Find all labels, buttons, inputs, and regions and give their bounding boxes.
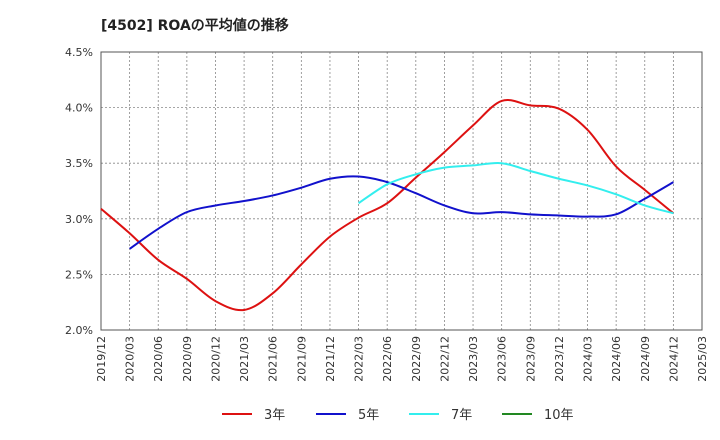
x-tick-label: 2023/12: [553, 336, 566, 382]
x-axis-tick-labels: 2019/12 2020/03 2020/06 2020/09 2020/12 2021/…: [95, 336, 709, 382]
x-tick-label: 2022/06: [381, 336, 394, 382]
series-line-5年: [129, 175, 674, 250]
chart-title: [4502] ROAの平均値の推移: [101, 17, 289, 34]
x-tick-label: 2022/12: [438, 336, 451, 382]
x-tick-label: 2021/09: [295, 336, 308, 382]
y-tick-label: 2.5%: [65, 268, 93, 281]
x-tick-label: 2020/12: [209, 336, 222, 382]
x-tick-label: 2023/03: [467, 336, 480, 382]
y-tick-label: 4.5%: [65, 46, 93, 59]
y-tick-label: 4.0%: [65, 102, 93, 115]
y-axis-tick-labels: 2.0% 2.5% 3.0% 3.5% 4.0% 4.5%: [65, 46, 93, 337]
y-tick-label: 3.5%: [65, 157, 93, 170]
x-tick-label: 2020/06: [152, 336, 165, 382]
legend: 3年 5年 7年 10年: [222, 408, 574, 423]
x-tick-label: 2021/06: [267, 336, 280, 382]
x-tick-label: 2019/12: [95, 336, 108, 382]
x-tick-label: 2024/06: [610, 336, 623, 382]
x-tick-label: 2024/09: [639, 336, 652, 382]
x-tick-label: 2021/03: [238, 336, 251, 382]
x-tick-label: 2024/12: [667, 336, 680, 382]
x-tick-label: 2022/09: [410, 336, 423, 382]
legend-label: 5年: [358, 408, 379, 423]
y-tick-label: 3.0%: [65, 213, 93, 226]
legend-label: 3年: [264, 408, 285, 423]
x-tick-label: 2020/09: [181, 336, 194, 382]
plot-area: [100, 51, 703, 331]
x-tick-label: 2021/12: [324, 336, 337, 382]
x-tick-label: 2024/03: [582, 336, 595, 382]
legend-label: 10年: [544, 408, 574, 423]
legend-label: 7年: [451, 408, 472, 423]
series-line-3年: [100, 99, 675, 312]
x-tick-label: 2020/03: [124, 336, 137, 382]
x-tick-label: 2025/03: [696, 336, 709, 382]
series-lines: [100, 99, 675, 312]
y-tick-label: 2.0%: [65, 324, 93, 337]
x-tick-label: 2023/06: [496, 336, 509, 382]
x-tick-label: 2022/03: [353, 336, 366, 382]
x-tick-label: 2023/09: [524, 336, 537, 382]
series-line-7年: [358, 161, 674, 215]
